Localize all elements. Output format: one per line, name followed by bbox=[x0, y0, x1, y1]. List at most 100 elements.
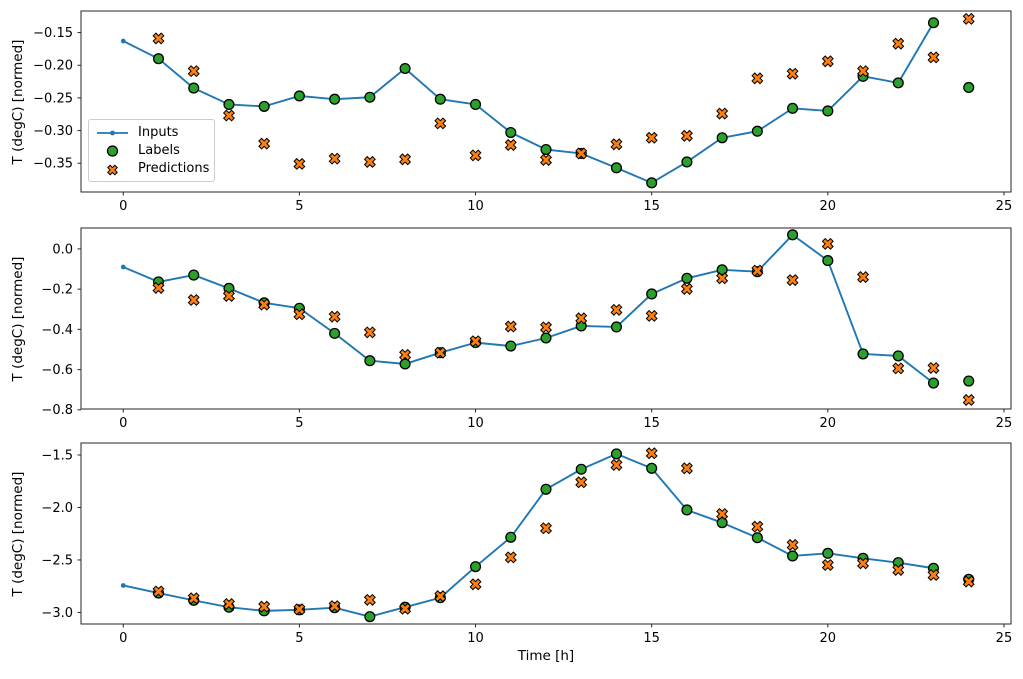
labels-marker bbox=[646, 462, 658, 474]
x-tick-label: 5 bbox=[295, 631, 303, 646]
predictions-marker bbox=[610, 303, 623, 316]
y-tick-label: −2.5 bbox=[41, 553, 73, 568]
labels-marker bbox=[188, 269, 200, 281]
labels-marker bbox=[822, 547, 834, 559]
labels-marker bbox=[469, 561, 482, 573]
labels-marker bbox=[927, 17, 940, 29]
legend-box: Inputs Labels Predictions bbox=[88, 119, 215, 182]
y-tick-label: −0.8 bbox=[41, 403, 73, 418]
labels-marker bbox=[716, 132, 728, 144]
labels-marker bbox=[505, 340, 517, 352]
labels-marker bbox=[646, 288, 658, 300]
labels-marker bbox=[364, 355, 376, 367]
labels-marker bbox=[822, 105, 834, 117]
labels-marker bbox=[610, 321, 623, 333]
predictions-marker bbox=[539, 522, 553, 535]
legend-label-inputs: Inputs bbox=[138, 124, 179, 140]
y-tick-label: −0.25 bbox=[33, 91, 73, 106]
inputs-line-icon bbox=[96, 125, 129, 139]
predictions-marker bbox=[716, 107, 729, 120]
x-tick-label: 10 bbox=[467, 199, 484, 214]
legend-item-predictions: Predictions bbox=[96, 162, 214, 176]
x-tick-label: 10 bbox=[467, 416, 484, 431]
predictions-marker bbox=[927, 361, 940, 374]
labels-marker bbox=[892, 350, 904, 362]
y-tick-label: −0.6 bbox=[41, 363, 73, 378]
predictions-marker bbox=[187, 592, 200, 605]
predictions-marker bbox=[539, 153, 553, 166]
predictions-marker bbox=[187, 293, 200, 307]
predictions-marker bbox=[187, 65, 200, 78]
labels-marker bbox=[540, 332, 552, 344]
predictions-marker bbox=[469, 578, 482, 591]
predictions-marker bbox=[258, 600, 271, 613]
y-tick-label: −1.5 bbox=[41, 448, 73, 463]
predictions-marker bbox=[857, 271, 870, 284]
predictions-marker bbox=[293, 157, 306, 170]
labels-marker bbox=[505, 531, 517, 543]
x-tick-label: 25 bbox=[996, 416, 1013, 431]
legend-item-labels: Labels bbox=[96, 143, 214, 158]
predictions-marker bbox=[786, 538, 799, 551]
labels-marker bbox=[681, 156, 693, 168]
predictions-marker bbox=[293, 603, 306, 616]
inputs-point-marker bbox=[120, 264, 126, 270]
labels-marker bbox=[540, 483, 552, 495]
labels-marker bbox=[223, 98, 235, 110]
predictions-marker bbox=[680, 129, 693, 142]
labels-marker bbox=[329, 327, 341, 339]
inputs-line bbox=[122, 233, 935, 384]
predictions-marker bbox=[962, 12, 975, 25]
predictions-marker bbox=[821, 237, 834, 250]
labels-marker bbox=[646, 177, 658, 189]
labels-marker bbox=[293, 90, 305, 102]
predictions-marker bbox=[821, 558, 834, 572]
labels-marker bbox=[963, 375, 975, 387]
predictions-marker bbox=[434, 117, 447, 130]
predictions-marker bbox=[610, 138, 623, 151]
y-tick-label: −0.30 bbox=[33, 124, 73, 139]
predictions-marker bbox=[892, 362, 905, 375]
legend-label-predictions: Predictions bbox=[138, 161, 210, 177]
inputs-point-marker bbox=[120, 583, 126, 588]
labels-marker bbox=[787, 229, 799, 241]
predictions-marker bbox=[328, 310, 341, 323]
labels-marker bbox=[152, 53, 165, 65]
x-tick-label: 5 bbox=[295, 199, 303, 214]
labels-marker bbox=[188, 82, 200, 94]
labels-marker bbox=[540, 143, 552, 156]
labels-marker bbox=[610, 448, 623, 460]
predictions-marker bbox=[680, 282, 693, 295]
labels-marker bbox=[716, 517, 728, 529]
predictions-marker bbox=[363, 326, 376, 339]
predictions-marker bbox=[222, 109, 235, 122]
predictions-marker bbox=[716, 272, 729, 285]
y-axis-label-subplot-2: T (degC) [normed] bbox=[10, 256, 26, 381]
labels-marker bbox=[751, 125, 763, 137]
predictions-marker bbox=[751, 264, 764, 277]
predictions-marker bbox=[645, 131, 658, 144]
x-tick-label: 10 bbox=[467, 631, 484, 646]
predictions-marker bbox=[152, 281, 165, 294]
predictions-marker bbox=[927, 51, 940, 64]
predictions-marker bbox=[222, 598, 235, 611]
predictions-marker bbox=[892, 563, 905, 576]
labels-marker bbox=[399, 358, 411, 370]
predictions-marker bbox=[645, 309, 658, 322]
x-tick-label: 20 bbox=[820, 416, 837, 431]
predictions-marker bbox=[716, 507, 729, 520]
predictions-marker bbox=[434, 590, 447, 603]
predictions-marker bbox=[152, 585, 165, 598]
x-tick-label: 15 bbox=[643, 199, 660, 214]
y-tick-label: −3.0 bbox=[41, 606, 73, 621]
predictions-marker bbox=[575, 476, 588, 489]
labels-marker bbox=[927, 377, 940, 389]
y-tick-label: −0.35 bbox=[33, 157, 73, 172]
predictions-marker bbox=[751, 72, 764, 85]
x-tick-label: 25 bbox=[996, 631, 1013, 646]
predictions-marker bbox=[786, 67, 799, 80]
labels-marker bbox=[505, 126, 517, 139]
labels-marker bbox=[681, 504, 693, 516]
